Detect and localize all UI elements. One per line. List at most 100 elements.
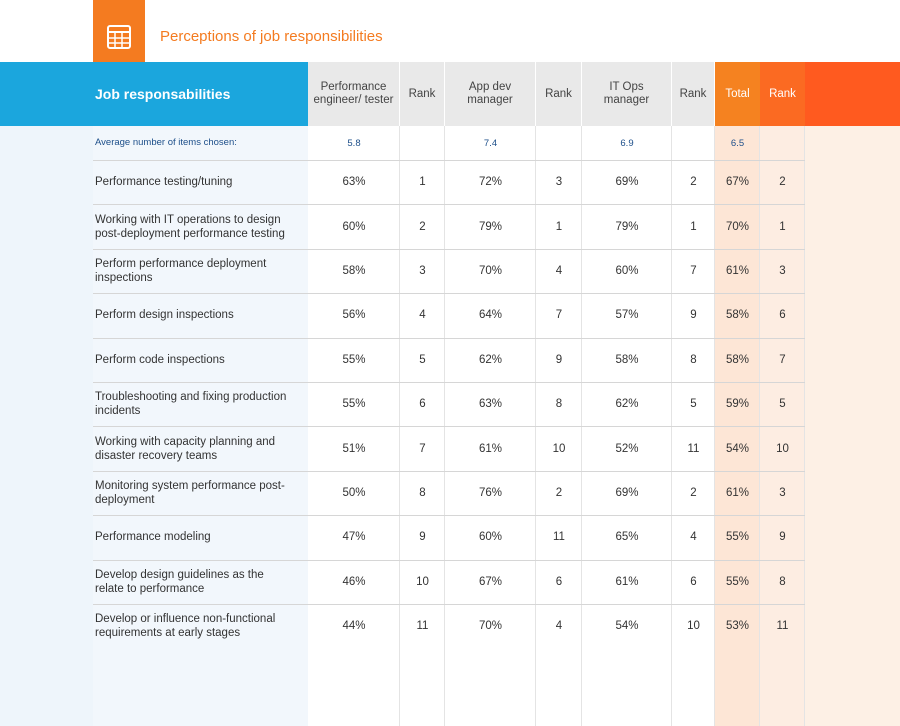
cell: 61% [615,575,639,588]
row-separator [93,559,805,561]
cell: 7 [779,353,786,366]
cell: 58% [725,309,750,322]
cell: 6 [555,575,563,588]
cell: 3 [779,264,786,277]
row-label: Develop design guidelines as the relate … [95,568,264,595]
column-header: Performance engineer/ tester [308,62,400,126]
column-header: Rank [400,62,445,126]
column-body [536,126,582,726]
cell: 4 [419,309,426,322]
table: Job responsabilities Performance engineer… [0,62,900,726]
cell: 2 [555,486,563,499]
column-body [445,126,536,726]
cell: 79% [615,220,639,233]
cell: 69% [615,176,639,189]
cell: 58% [615,353,639,366]
cell: 64% [478,309,503,322]
cell: 11 [416,620,429,633]
column-body [582,126,672,726]
cell: 8 [779,575,786,588]
row-label: Perform design inspections [95,309,234,322]
cell: 11 [553,531,565,544]
row-separator [93,470,805,472]
cell: 60% [478,531,503,544]
average-value: 5.8 [347,137,361,149]
cell: 61% [478,442,503,455]
row-label: Performance testing/tuning [95,176,233,189]
cell: 2 [419,220,426,233]
cell: 76% [478,486,503,499]
average-value: 6.9 [620,137,634,149]
cell: 46% [342,575,366,588]
cell: 1 [419,176,426,189]
row-separator [93,248,805,250]
cell: 62% [478,353,503,366]
cell: 2 [690,176,697,189]
cell: 10 [687,620,700,633]
cell: 3 [779,486,786,499]
column-body [308,126,400,726]
cell: 4 [690,531,697,544]
average-value: 7.4 [483,137,498,149]
cell: 11 [776,620,789,633]
column-header: App dev manager [445,62,536,126]
column-body [400,126,445,726]
cell: 10 [416,575,429,588]
cell: 61% [725,486,750,499]
cell: 7 [690,264,697,277]
cell: 72% [478,176,503,189]
cell: 52% [615,442,639,455]
cell: 9 [779,531,786,544]
average-label: Average number of items chosen: [95,137,237,148]
page-title: Perceptions of job responsibilities [160,28,383,45]
cell: 1 [779,220,786,233]
header-right [805,62,900,126]
body-left [0,126,93,726]
cell: 4 [555,620,563,633]
cell: 69% [615,486,639,499]
row-label: Perform performance deployment inspectio… [95,257,267,284]
cell: 65% [615,531,639,544]
column-header: Rank [760,62,805,126]
cell: 67% [478,575,503,588]
cell: 63% [478,398,503,411]
row-separator [93,382,805,383]
average-value: 6.5 [730,137,745,149]
cell: 2 [779,176,786,189]
label-column [93,126,308,726]
cell: 67% [725,176,750,189]
cell: 9 [555,353,563,366]
column-body [760,126,805,726]
cell: 79% [478,220,503,233]
row-separator [93,204,805,206]
cell: 70% [478,620,503,633]
column-body [672,126,715,726]
title-icon [93,0,145,64]
cell: 9 [419,531,426,544]
row-separator [93,604,805,605]
cell: 10 [776,442,789,455]
row-separator [93,337,805,339]
cell: 10 [552,442,566,455]
column-body [715,126,760,726]
cell: 6 [419,398,426,411]
row-header: Job responsabilities [95,86,231,102]
cell: 55% [725,531,750,544]
cell: 54% [725,442,750,455]
cell: 70% [478,264,503,277]
cell: 55% [342,353,366,366]
cell: 55% [342,398,366,411]
row-label: Monitoring system performance post-deplo… [95,479,285,506]
row-separator [93,515,805,517]
cell: 5 [779,398,786,411]
cell: 7 [555,309,563,322]
cell: 60% [615,264,639,277]
row-label: Perform code inspections [95,353,225,366]
row-separator [93,293,805,295]
header-band [0,62,308,126]
cell: 9 [690,309,697,322]
cell: 7 [419,442,426,455]
cell: 54% [615,620,639,633]
cell: 58% [725,353,750,366]
